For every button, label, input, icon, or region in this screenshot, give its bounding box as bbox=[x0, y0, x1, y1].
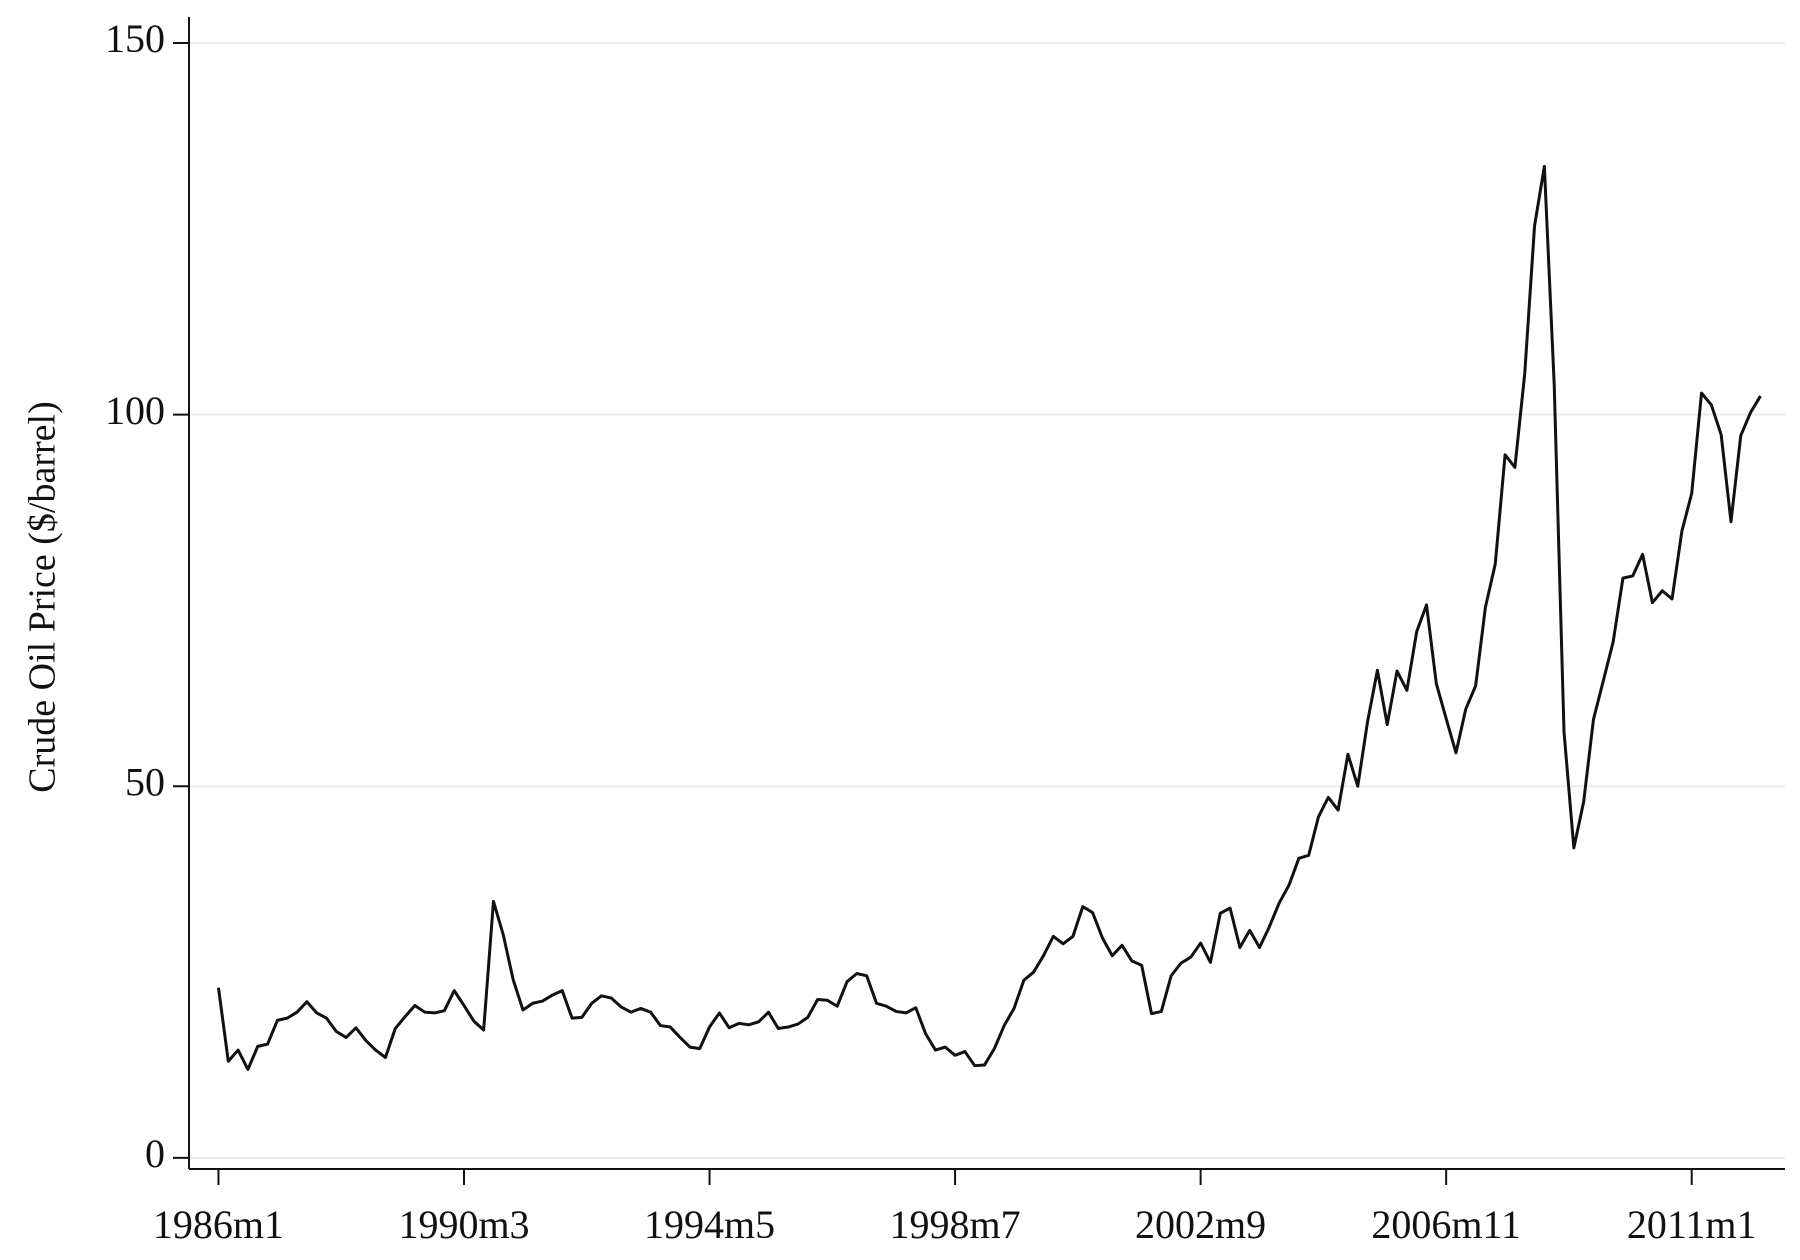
y-tick-label: 50 bbox=[125, 759, 165, 804]
x-tick-label: 2006m11 bbox=[1371, 1202, 1521, 1247]
x-tick-label: 2011m1 bbox=[1627, 1202, 1757, 1247]
x-tick-label: 1986m1 bbox=[153, 1202, 284, 1247]
x-tick-label: 1998m7 bbox=[890, 1202, 1021, 1247]
y-tick-label: 150 bbox=[105, 16, 165, 61]
y-axis-label: Crude Oil Price ($/barrel) bbox=[22, 401, 64, 792]
x-tick-label: 2002m9 bbox=[1135, 1202, 1266, 1247]
y-tick-label: 0 bbox=[145, 1131, 165, 1176]
x-tick-label: 1994m5 bbox=[644, 1202, 775, 1247]
x-tick-label: 1990m3 bbox=[398, 1202, 529, 1247]
y-tick-label: 100 bbox=[105, 388, 165, 433]
price-line bbox=[216, 164, 1762, 1071]
